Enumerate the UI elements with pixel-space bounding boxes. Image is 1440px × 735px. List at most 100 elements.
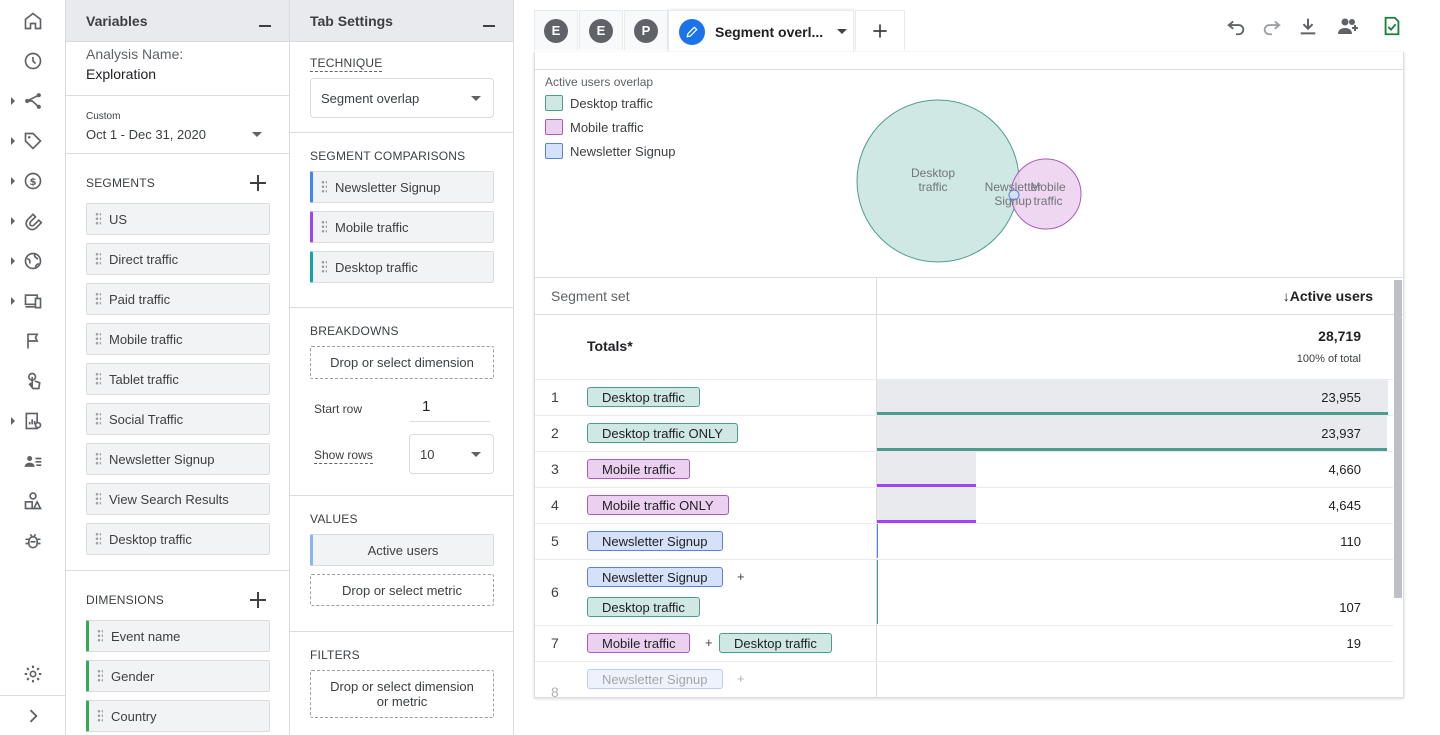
tag-icon[interactable]: [0, 121, 66, 161]
segment-pill[interactable]: Newsletter Signup: [587, 669, 723, 689]
column-header-active-users[interactable]: ↓Active users: [1282, 288, 1373, 304]
date-dropdown-icon[interactable]: [252, 132, 262, 137]
segment-chip[interactable]: Newsletter Signup: [86, 443, 270, 475]
comparison-chip[interactable]: Desktop traffic: [310, 251, 494, 283]
drag-handle-icon[interactable]: [95, 452, 101, 466]
segment-pill[interactable]: Newsletter Signup: [587, 567, 723, 587]
table-row[interactable]: 1 Desktop traffic 23,955: [535, 380, 1393, 416]
date-range[interactable]: Oct 1 - Dec 31, 2020: [86, 127, 206, 142]
collapse-variables-button[interactable]: [259, 24, 271, 27]
bug-icon[interactable]: [0, 521, 66, 561]
report-icon[interactable]: [0, 401, 66, 441]
segment-chip[interactable]: Desktop traffic: [86, 523, 270, 555]
add-tab-button[interactable]: [855, 10, 905, 50]
drag-handle-icon[interactable]: [321, 220, 327, 234]
save-check-icon[interactable]: [1380, 14, 1404, 38]
table-row[interactable]: 3 Mobile traffic 4,660: [535, 452, 1393, 488]
dimension-chip[interactable]: Gender: [86, 660, 270, 692]
drag-handle-icon[interactable]: [321, 260, 327, 274]
show-rows-select[interactable]: 10: [409, 434, 494, 474]
segment-pill[interactable]: Mobile traffic: [587, 633, 691, 653]
drag-handle-icon[interactable]: [97, 709, 103, 723]
start-row-input[interactable]: 1: [410, 398, 490, 422]
drag-handle-icon[interactable]: [95, 412, 101, 426]
add-dimension-button[interactable]: [250, 592, 266, 608]
touch-icon[interactable]: [0, 361, 66, 401]
flow-icon[interactable]: [0, 81, 66, 121]
comparison-chip[interactable]: Newsletter Signup: [310, 171, 494, 203]
tab-exploration-3[interactable]: P: [624, 10, 668, 50]
expand-arrow-icon[interactable]: [11, 297, 15, 305]
segment-chip[interactable]: View Search Results: [86, 483, 270, 515]
segment-pill[interactable]: Desktop traffic: [587, 387, 700, 407]
dimension-chip[interactable]: Country: [86, 700, 270, 732]
segment-chip[interactable]: Mobile traffic: [86, 323, 270, 355]
flag-icon[interactable]: [0, 321, 66, 361]
segment-pill[interactable]: Mobile traffic: [587, 459, 691, 479]
expand-arrow-icon[interactable]: [11, 177, 15, 185]
redo-icon[interactable]: [1260, 14, 1284, 38]
venn-diagram[interactable]: Desktop traffic Newsletter Signup Mobile…: [535, 52, 1404, 274]
drag-handle-icon[interactable]: [95, 372, 101, 386]
chevron-right-icon[interactable]: [0, 696, 66, 735]
gear-icon[interactable]: [0, 654, 66, 694]
tab-segment-overlap[interactable]: Segment overl...: [668, 10, 854, 52]
devices-icon[interactable]: [0, 281, 66, 321]
drag-handle-icon[interactable]: [95, 532, 101, 546]
breakdowns-drop-zone[interactable]: Drop or select dimension: [310, 346, 494, 379]
globe-icon[interactable]: [0, 241, 66, 281]
shapes-icon[interactable]: [0, 481, 66, 521]
segment-chip[interactable]: Paid traffic: [86, 283, 270, 315]
table-row[interactable]: 2 Desktop traffic ONLY 23,937: [535, 416, 1393, 452]
column-header-segment-set[interactable]: Segment set: [551, 288, 630, 304]
tab-exploration-1[interactable]: E: [534, 10, 578, 50]
expand-arrow-icon[interactable]: [11, 97, 15, 105]
add-segment-button[interactable]: [250, 175, 266, 191]
drag-handle-icon[interactable]: [95, 252, 101, 266]
filters-drop-zone[interactable]: Drop or select dimension or metric: [310, 670, 494, 718]
segment-chip[interactable]: Tablet traffic: [86, 363, 270, 395]
expand-arrow-icon[interactable]: [11, 217, 15, 225]
home-icon[interactable]: [0, 1, 66, 41]
dollar-icon[interactable]: $: [0, 161, 66, 201]
technique-select[interactable]: Segment overlap: [310, 78, 494, 118]
segment-pill[interactable]: Mobile traffic ONLY: [587, 495, 729, 515]
drag-handle-icon[interactable]: [95, 332, 101, 346]
drag-handle-icon[interactable]: [95, 212, 101, 226]
venn-circle-newsletter[interactable]: [1008, 189, 1020, 201]
segment-pill[interactable]: Desktop traffic: [587, 597, 700, 617]
tab-exploration-2[interactable]: E: [579, 10, 623, 50]
segment-pill[interactable]: Desktop traffic: [719, 633, 832, 653]
share-people-icon[interactable]: [1336, 14, 1360, 38]
drag-handle-icon[interactable]: [321, 180, 327, 194]
drag-handle-icon[interactable]: [97, 629, 103, 643]
expand-arrow-icon[interactable]: [11, 417, 15, 425]
segment-chip[interactable]: US: [86, 203, 270, 235]
expand-arrow-icon[interactable]: [11, 137, 15, 145]
segment-pill[interactable]: Newsletter Signup: [587, 531, 723, 551]
undo-icon[interactable]: [1224, 14, 1248, 38]
segment-chip[interactable]: Direct traffic: [86, 243, 270, 275]
expand-arrow-icon[interactable]: [11, 257, 15, 265]
download-icon[interactable]: [1296, 14, 1320, 38]
table-row[interactable]: 5 Newsletter Signup 110: [535, 524, 1393, 560]
magnet-icon[interactable]: [0, 201, 66, 241]
date-range-section[interactable]: Custom Oct 1 - Dec 31, 2020: [66, 96, 289, 154]
table-row[interactable]: 6 Newsletter Signup + Desktop traffic 10…: [535, 560, 1393, 626]
values-drop-zone[interactable]: Drop or select metric: [310, 574, 494, 606]
chevron-down-icon[interactable]: [837, 29, 848, 34]
table-row[interactable]: 4 Mobile traffic ONLY 4,645: [535, 488, 1393, 524]
drag-handle-icon[interactable]: [97, 669, 103, 683]
clock-icon[interactable]: [0, 41, 66, 81]
table-row[interactable]: 8 Newsletter Signup +: [535, 662, 1393, 697]
analysis-name-value[interactable]: Exploration: [86, 66, 157, 82]
people-icon[interactable]: [0, 441, 66, 481]
segment-pill[interactable]: Desktop traffic ONLY: [587, 423, 738, 443]
table-scrollbar[interactable]: [1394, 280, 1402, 598]
dimension-chip[interactable]: Event name: [86, 620, 270, 652]
table-row[interactable]: 7 Mobile traffic + Desktop traffic 19: [535, 626, 1393, 662]
collapse-tab-settings-button[interactable]: [483, 24, 495, 27]
drag-handle-icon[interactable]: [95, 292, 101, 306]
drag-handle-icon[interactable]: [95, 492, 101, 506]
comparison-chip[interactable]: Mobile traffic: [310, 211, 494, 243]
